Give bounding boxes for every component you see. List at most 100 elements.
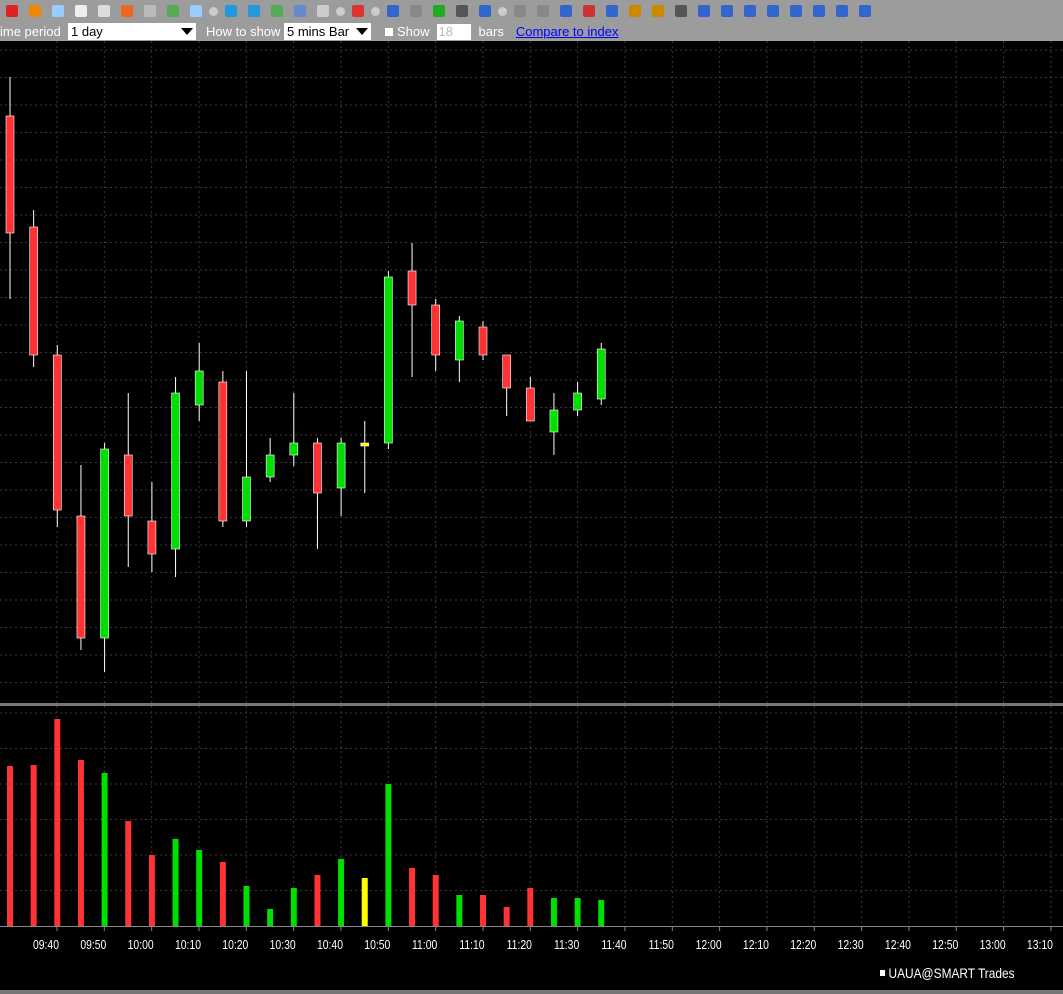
volume-bar xyxy=(30,765,37,926)
text-remove-icon[interactable] xyxy=(242,2,265,20)
sync-icon-glyph xyxy=(858,5,871,17)
bottom-border xyxy=(0,990,1063,994)
candle-body xyxy=(336,442,346,489)
candle-body xyxy=(502,354,511,389)
magnify-minus-icon-glyph xyxy=(651,5,664,17)
grid-icon[interactable] xyxy=(69,2,92,20)
dollar-icon-glyph xyxy=(432,5,445,17)
fit-icon[interactable] xyxy=(669,2,692,20)
chevron-down-icon xyxy=(181,28,193,35)
compare-to-index-link[interactable]: Compare to index xyxy=(515,24,619,39)
how-to-show-select[interactable]: 5 mins Bar xyxy=(284,23,371,40)
candle-body xyxy=(384,276,393,444)
channel-icon-glyph xyxy=(559,5,572,17)
magnify-plus-icon[interactable] xyxy=(623,2,646,20)
x-tick-label: 11:20 xyxy=(507,938,533,952)
x-tick-label: 11:30 xyxy=(554,938,580,952)
layout-icon-glyph xyxy=(316,5,329,17)
chevron-down-icon xyxy=(356,28,368,35)
refresh-clock-icon-glyph xyxy=(120,5,133,17)
volume-bar xyxy=(550,898,557,926)
candle-body xyxy=(147,520,157,555)
sync-icon[interactable] xyxy=(853,2,876,20)
add-study-icon-glyph xyxy=(270,5,283,17)
time-period-select[interactable]: 1 day xyxy=(68,23,196,40)
line-chart-icon[interactable] xyxy=(288,2,311,20)
text-icon[interactable] xyxy=(219,2,242,20)
center-icon-glyph xyxy=(835,5,848,17)
x-tick-label: 12:30 xyxy=(838,938,864,952)
candle-body xyxy=(431,304,441,356)
x-tick-label: 09:50 xyxy=(80,938,106,952)
dropdown-icon-glyph xyxy=(497,6,507,16)
time-period-value: 1 day xyxy=(71,24,103,39)
show-checkbox[interactable] xyxy=(385,27,393,36)
volume-bar xyxy=(361,878,368,926)
crosshair-icon-glyph xyxy=(455,5,468,17)
clock-icon[interactable] xyxy=(46,2,69,20)
crosshair-icon[interactable] xyxy=(450,2,473,20)
zoom-icon[interactable] xyxy=(184,2,207,20)
x-tick-label: 10:10 xyxy=(175,938,201,952)
layout-icon[interactable] xyxy=(311,2,334,20)
pencil-icon[interactable] xyxy=(346,2,369,20)
trendline-icon[interactable] xyxy=(473,2,496,20)
x-tick-label: 10:20 xyxy=(222,938,248,952)
dropdown-icon[interactable] xyxy=(369,2,381,20)
magnify-minus-icon[interactable] xyxy=(646,2,669,20)
volume-bar xyxy=(503,907,510,926)
candle-body xyxy=(265,454,275,478)
volume-bar xyxy=(527,888,534,926)
bar-chart-gray-icon[interactable] xyxy=(404,2,427,20)
grid-icon-glyph xyxy=(74,5,87,17)
pencil-icon-glyph xyxy=(351,5,364,17)
channel-icon[interactable] xyxy=(554,2,577,20)
dropdown-icon-glyph xyxy=(208,6,218,16)
volume-bar xyxy=(172,839,179,926)
vertical-expand-icon[interactable] xyxy=(692,2,715,20)
candle-body xyxy=(171,392,180,550)
fib-icon[interactable] xyxy=(577,2,600,20)
pointer-icon[interactable] xyxy=(23,2,46,20)
crosshair-select-icon[interactable] xyxy=(0,2,23,20)
dropdown-icon[interactable] xyxy=(207,2,219,20)
x-tick-label: 09:40 xyxy=(33,938,59,952)
x-tick-label: 10:00 xyxy=(128,938,154,952)
scroll-right-icon[interactable] xyxy=(784,2,807,20)
volume-bar xyxy=(101,773,108,926)
vertical-shrink-icon[interactable] xyxy=(715,2,738,20)
volume-bar xyxy=(7,766,13,926)
undo-icon[interactable] xyxy=(508,2,531,20)
volume-bar xyxy=(598,900,605,926)
bar-chart-icon[interactable] xyxy=(381,2,404,20)
scroll-end-icon[interactable] xyxy=(807,2,830,20)
dropdown-icon[interactable] xyxy=(334,2,346,20)
globe-icon[interactable] xyxy=(138,2,161,20)
dropdown-icon[interactable] xyxy=(496,2,508,20)
print-icon[interactable] xyxy=(92,2,115,20)
price-chart[interactable]: 09:40 09:50 10:00 10:10 10:20 10:30 10:40 10:50… xyxy=(0,41,1063,994)
pitchfork-icon[interactable] xyxy=(600,2,623,20)
scroll-start-icon[interactable] xyxy=(761,2,784,20)
show-bars-input[interactable]: 18 xyxy=(436,23,471,40)
show-label: Show xyxy=(397,24,430,39)
pitchfork-icon-glyph xyxy=(605,5,618,17)
scroll-left-icon[interactable] xyxy=(738,2,761,20)
add-indicator-icon[interactable] xyxy=(161,2,184,20)
toolbar xyxy=(0,0,1063,22)
center-icon[interactable] xyxy=(830,2,853,20)
globe-icon-glyph xyxy=(143,5,156,17)
legend-marker xyxy=(880,970,886,976)
dollar-icon[interactable] xyxy=(427,2,450,20)
volume-bar xyxy=(54,719,61,926)
x-tick-label: 11:50 xyxy=(649,938,675,952)
refresh-clock-icon[interactable] xyxy=(115,2,138,20)
add-study-icon[interactable] xyxy=(265,2,288,20)
candle-body xyxy=(360,442,370,447)
x-tick-label: 13:10 xyxy=(1027,938,1053,952)
pane-separator xyxy=(0,703,1063,706)
volume-bar xyxy=(574,898,581,926)
crosshair-select-icon-glyph xyxy=(5,5,18,17)
redo-icon[interactable] xyxy=(531,2,554,20)
settings-bar: ime period 1 day How to show 5 mins Bar … xyxy=(0,22,1063,41)
